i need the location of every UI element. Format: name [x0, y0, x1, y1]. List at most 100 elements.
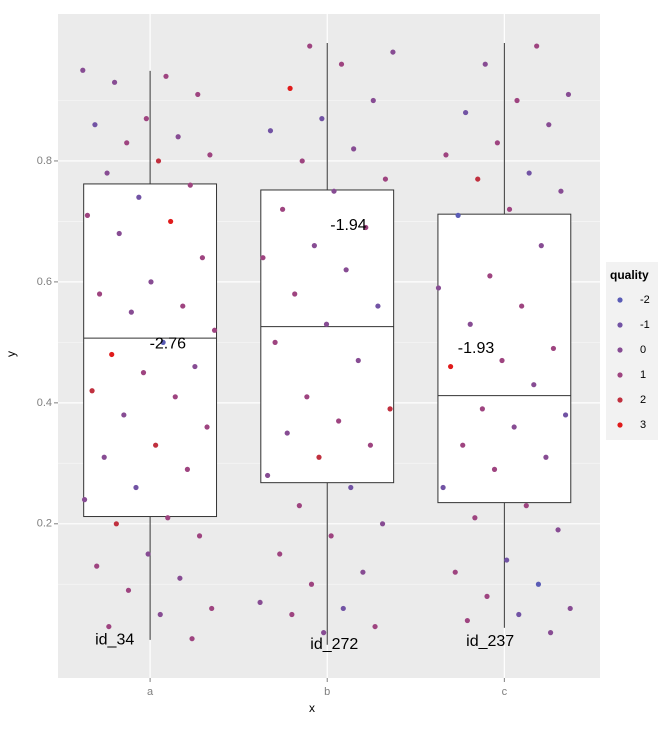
point: [555, 527, 561, 533]
point: [472, 515, 478, 521]
legend-key: [617, 322, 623, 328]
point: [435, 285, 442, 291]
point: [311, 243, 317, 249]
x-tick-label: c: [502, 686, 508, 698]
point: [184, 466, 191, 472]
point: [452, 569, 458, 575]
point: [328, 533, 334, 539]
annotation: id_237: [466, 633, 514, 650]
point: [104, 170, 110, 176]
point: [567, 605, 573, 612]
annotation: id_34: [95, 632, 134, 649]
point: [367, 442, 374, 448]
y-tick-label: 0.8: [37, 155, 52, 167]
point: [180, 303, 186, 309]
point: [375, 303, 381, 309]
legend-key: [617, 347, 623, 353]
annotation: -1.94: [330, 217, 367, 234]
point: [565, 91, 572, 98]
point: [547, 630, 554, 636]
point: [177, 575, 183, 581]
x-tick-label: a: [147, 686, 154, 698]
point: [487, 273, 493, 279]
point: [550, 345, 557, 352]
point: [257, 599, 263, 606]
point: [101, 454, 107, 460]
point: [81, 497, 88, 503]
annotation: -2.76: [150, 335, 187, 352]
point: [111, 79, 118, 85]
point: [160, 339, 166, 345]
point: [121, 412, 127, 418]
point: [148, 279, 154, 285]
point: [264, 472, 271, 479]
point: [133, 484, 139, 491]
legend-label: -1: [640, 319, 650, 331]
point: [494, 140, 500, 146]
point: [514, 97, 520, 104]
y-tick-label: 0.6: [37, 276, 52, 288]
point: [124, 140, 130, 146]
legend-key: [617, 397, 623, 403]
point: [491, 466, 498, 472]
point: [562, 412, 569, 418]
point: [187, 182, 193, 188]
x-tick-label: b: [324, 686, 330, 698]
point: [538, 243, 544, 249]
point: [289, 611, 295, 618]
point: [348, 484, 354, 491]
point: [447, 363, 454, 370]
point: [463, 109, 469, 116]
point: [304, 394, 310, 400]
point: [145, 551, 151, 557]
point: [390, 49, 396, 55]
point: [284, 430, 290, 436]
point: [189, 636, 195, 642]
point: [299, 158, 305, 164]
legend-title: quality: [610, 268, 649, 282]
point: [260, 255, 266, 261]
point: [484, 593, 490, 599]
box: [83, 183, 218, 518]
point: [546, 122, 552, 128]
point: [267, 128, 274, 134]
point: [109, 351, 115, 358]
annotation: -1.93: [458, 340, 495, 357]
point: [338, 61, 345, 67]
point: [287, 85, 293, 91]
point: [113, 521, 119, 527]
point: [96, 291, 103, 297]
point: [531, 382, 537, 388]
point: [323, 321, 330, 327]
point: [387, 406, 393, 412]
point: [482, 61, 488, 67]
point: [351, 146, 357, 152]
point: [125, 587, 132, 593]
point: [168, 218, 174, 225]
point: [292, 291, 298, 297]
point: [163, 73, 169, 79]
point: [379, 521, 386, 527]
point: [475, 176, 481, 182]
point: [140, 370, 147, 376]
legend-label: 3: [640, 419, 646, 431]
point: [455, 212, 461, 218]
point: [535, 581, 542, 587]
point: [84, 212, 91, 218]
point: [360, 569, 366, 575]
point: [116, 230, 122, 237]
point: [504, 557, 510, 563]
point: [209, 605, 215, 612]
point: [467, 321, 473, 327]
y-tick-label: 0.2: [37, 518, 52, 530]
point: [543, 454, 549, 460]
point: [192, 363, 198, 370]
y-tick-label: 0.4: [37, 397, 52, 409]
point: [196, 533, 203, 539]
point: [355, 357, 361, 364]
box: [260, 189, 395, 484]
point: [175, 134, 181, 140]
point: [523, 503, 529, 509]
point: [526, 170, 532, 176]
point: [136, 194, 142, 200]
